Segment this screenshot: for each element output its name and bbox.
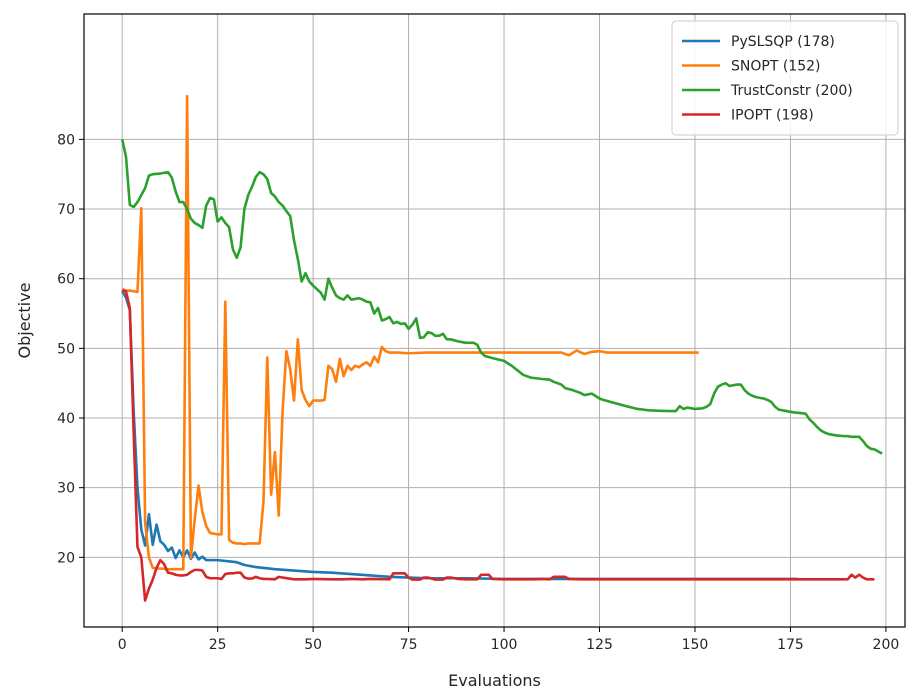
x-tick-label: 125 bbox=[586, 637, 613, 653]
y-axis-label: Objective bbox=[15, 283, 34, 359]
plot-frame bbox=[83, 13, 906, 628]
y-tick-label: 50 bbox=[57, 341, 75, 357]
x-tick-label: 175 bbox=[777, 637, 804, 653]
x-tick-label: 75 bbox=[400, 637, 418, 653]
x-tick-label: 200 bbox=[873, 637, 900, 653]
x-tick-label: 25 bbox=[209, 637, 227, 653]
legend-label: IPOPT (198) bbox=[731, 108, 814, 124]
y-tick-label: 40 bbox=[57, 411, 75, 427]
y-tick-label: 30 bbox=[57, 481, 75, 497]
x-tick-label: 50 bbox=[304, 637, 322, 653]
series-line-1 bbox=[121, 94, 699, 571]
legend-label: TrustConstr (200) bbox=[730, 83, 853, 99]
ticks: 0 25 50 75 100 125 150 175 200 20 30 40 50 60 70 80 bbox=[57, 132, 899, 653]
legend-label: PySLSQP (178) bbox=[731, 34, 835, 50]
x-tick-label: 100 bbox=[491, 637, 518, 653]
x-axis-label: Evaluations bbox=[448, 671, 541, 689]
y-tick-label: 70 bbox=[57, 202, 75, 218]
series-line-0 bbox=[121, 290, 799, 581]
y-tick-label: 80 bbox=[57, 132, 75, 148]
x-tick-label: 0 bbox=[118, 637, 127, 653]
legend-label: SNOPT (152) bbox=[731, 59, 820, 75]
series-line-3 bbox=[121, 289, 875, 602]
legend-box bbox=[671, 20, 899, 136]
legend: PySLSQP (178) SNOPT (152) TrustConstr (200… bbox=[671, 20, 899, 136]
y-tick-label: 60 bbox=[57, 272, 75, 288]
series-layer bbox=[120, 94, 883, 602]
series-line-2 bbox=[120, 139, 883, 455]
y-tick-label: 20 bbox=[57, 550, 75, 566]
x-tick-label: 150 bbox=[682, 637, 709, 653]
